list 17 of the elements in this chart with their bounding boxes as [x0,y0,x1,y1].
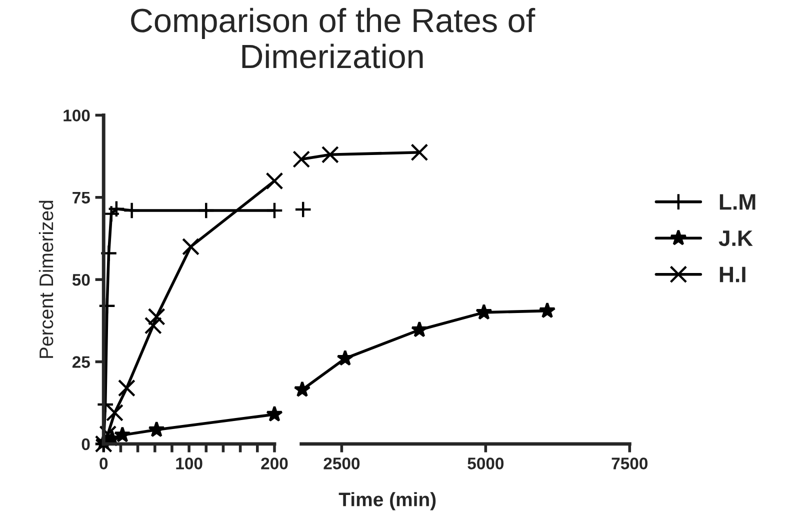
x-tick-label: 7500 [612,458,648,470]
legend-label: H.I [720,266,746,282]
x-axis-title: Time (min) [338,492,436,510]
x-tick-label: 5000 [468,458,504,470]
legend-label: J.K [718,230,753,246]
y-tick-label: 100 [64,110,90,122]
y-tick-label: 0 [82,438,90,450]
y-tick-label: 50 [72,274,90,286]
y-tick-label: 75 [72,192,90,204]
chart-title: Comparison of the Rates of Dimerization [131,8,536,68]
x-tick-label: 200 [261,458,288,470]
x-tick-label: 0 [100,458,108,470]
y-axis-title: Percent Dimerized [38,200,54,358]
x-tick-label: 100 [176,458,202,470]
y-tick-label: 25 [72,356,90,368]
legend-label: L.M [720,194,756,210]
x-tick-label: 2500 [324,458,360,470]
